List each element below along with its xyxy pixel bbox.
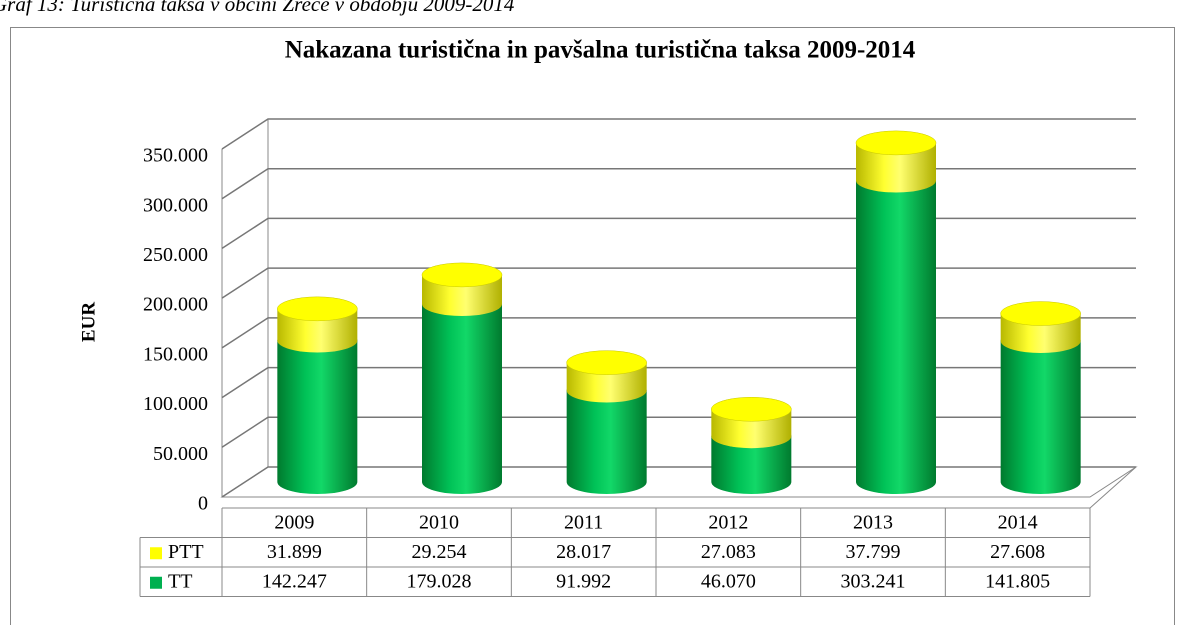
value-label: 27.083: [701, 541, 756, 563]
value-label: 27.608: [990, 541, 1045, 563]
value-label: 28.017: [556, 541, 611, 563]
value-label: 91.992: [556, 570, 611, 592]
grid-line: [221, 317, 1136, 349]
y-tick-label: 150.000: [143, 343, 208, 365]
value-label: 37.799: [846, 541, 901, 563]
legend-label: PTT: [168, 541, 204, 563]
value-label: 46.070: [701, 570, 756, 592]
chart-frame: [10, 27, 1175, 625]
y-tick-label: 200.000: [143, 294, 208, 316]
y-tick-label: 250.000: [143, 244, 208, 266]
bar-segment: [422, 291, 502, 494]
bar-top: [855, 130, 937, 156]
x-tick-label: 2009: [274, 511, 314, 533]
floor: [220, 466, 1138, 498]
chart-title: Nakazana turistična in pavšalna turistič…: [285, 37, 916, 64]
grid-line: [221, 217, 1136, 250]
legend-key: [150, 576, 162, 589]
value-label: 31.899: [267, 541, 322, 563]
caption: Graf 13: Turistična taksa v občini Zreče…: [0, 0, 515, 16]
value-label: 142.247: [262, 570, 327, 592]
bar-top: [1000, 301, 1081, 326]
y-tick-label: 100.000: [143, 393, 208, 415]
floor-edge: [1089, 466, 1137, 509]
grid-line: [221, 167, 1136, 200]
bar-segment: [566, 378, 647, 494]
y-tick-label: 350.000: [143, 145, 208, 167]
grid-line: [221, 416, 1136, 448]
legend-label: TT: [168, 570, 192, 592]
x-tick-label: 2012: [708, 511, 748, 533]
grid-line: [221, 466, 1136, 498]
x-tick-label: 2011: [564, 511, 603, 533]
bar-segment: [277, 328, 358, 494]
legend-key: [150, 547, 162, 560]
value-label: 141.805: [985, 570, 1050, 592]
grid-line: [221, 267, 1136, 299]
y-tick-label: 50.000: [153, 443, 208, 465]
bar-top: [277, 296, 358, 322]
bar-top: [421, 262, 503, 288]
bar-top: [566, 350, 647, 375]
bar-top: [711, 397, 792, 422]
y-tick-label: 300.000: [143, 194, 208, 216]
value-label: 303.241: [841, 570, 906, 592]
grid-line: [221, 366, 1136, 399]
x-tick-label: 2013: [853, 511, 893, 533]
value-label: 29.254: [412, 541, 467, 563]
bar-segment: [856, 168, 936, 494]
y-tick-label: 0: [198, 493, 208, 515]
y-axis-label: EUR: [78, 302, 99, 342]
value-label: 179.028: [407, 570, 472, 592]
grid-line: [221, 118, 1136, 150]
x-tick-label: 2010: [419, 511, 459, 533]
x-tick-label: 2014: [998, 511, 1038, 533]
bar-segment: [1000, 329, 1081, 494]
